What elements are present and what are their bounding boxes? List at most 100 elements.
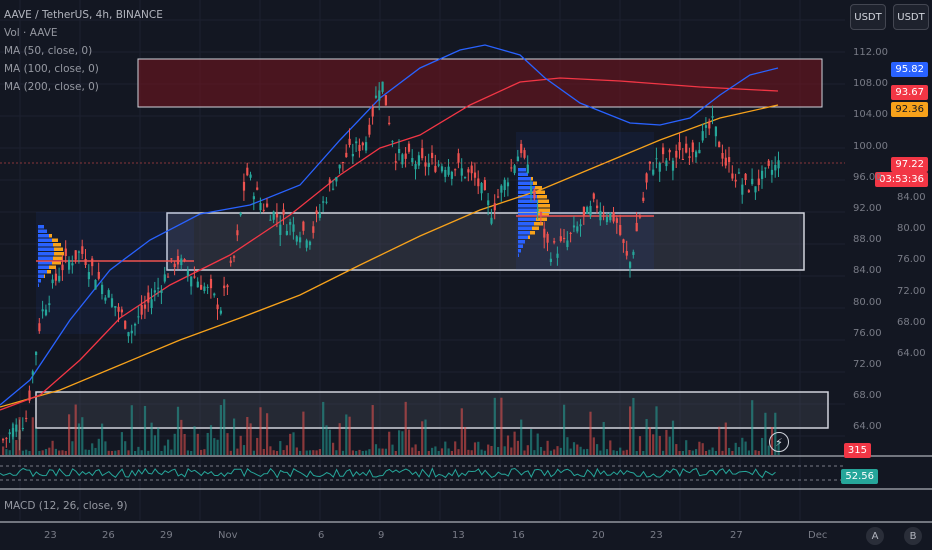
volume-bar	[698, 441, 701, 455]
candle-body	[163, 274, 166, 282]
volume-profile-bar	[528, 235, 530, 239]
volume-bar	[632, 397, 635, 455]
candle-body	[8, 432, 11, 435]
candle-body	[51, 279, 54, 284]
alert-flash-icon[interactable]: ⚡	[769, 432, 789, 452]
volume-bar	[563, 404, 566, 455]
legend-volume[interactable]: Vol · AAVE	[4, 27, 58, 39]
candle-body	[711, 116, 714, 118]
candle-body	[394, 161, 397, 163]
candle-body	[275, 213, 279, 218]
candle-body	[101, 284, 104, 295]
volume-profile-bar	[49, 265, 56, 269]
candle-body	[754, 186, 757, 193]
candle-body	[153, 290, 156, 293]
volume-bar	[523, 450, 526, 455]
candle-body	[553, 241, 556, 243]
volume-bar	[348, 416, 351, 455]
volume-profile-bar	[518, 208, 538, 212]
bar-countdown-tag: 03:53:36	[875, 172, 928, 187]
auto-scale-button[interactable]: A	[866, 527, 884, 545]
volume-profile-bar	[53, 256, 63, 260]
volume-bar	[71, 441, 74, 455]
legend-ma100[interactable]: MA (100, close, 0)	[4, 63, 99, 75]
volume-bar	[147, 450, 150, 455]
volume-bar	[124, 441, 127, 455]
candle-body	[424, 162, 427, 167]
volume-bar	[602, 421, 605, 455]
currency-button-left[interactable]: USDT	[850, 4, 886, 30]
volume-bar	[427, 450, 430, 455]
volume-bar	[599, 450, 602, 455]
volume-bar	[213, 438, 216, 455]
candle-body	[239, 212, 242, 216]
candle-body	[371, 107, 374, 117]
volume-bar	[622, 450, 625, 455]
time-tick-label: Nov	[218, 530, 238, 541]
legend-ma200[interactable]: MA (200, close, 0)	[4, 81, 99, 93]
volume-profile-bar	[54, 252, 64, 256]
candle-body	[464, 177, 467, 179]
candle-body	[510, 167, 513, 169]
macd-legend[interactable]: MACD (12, 26, close, 9)	[4, 500, 128, 512]
candle-body	[625, 251, 628, 256]
volume-bar	[444, 441, 447, 455]
time-tick-label: 9	[378, 530, 385, 541]
volume-bar	[239, 435, 242, 455]
candle-body	[77, 251, 81, 253]
volume-tag: 315	[843, 443, 871, 458]
volume-bar	[282, 450, 285, 455]
volume-bar	[582, 449, 585, 455]
volume-bar	[206, 432, 209, 455]
volume-bar	[457, 449, 460, 455]
ma50-price-tag: 93.67	[891, 85, 928, 100]
candle-body	[124, 320, 127, 329]
price-tick-label: 72.00	[853, 359, 882, 370]
candle-body	[744, 173, 747, 180]
candle-body	[183, 259, 186, 261]
candle-body	[675, 150, 678, 158]
ma200-price-tag: 92.36	[891, 102, 928, 117]
volume-profile-bar	[38, 256, 53, 260]
volume-profile-bar	[518, 168, 526, 172]
candle-body	[262, 209, 265, 211]
candle-body	[487, 200, 490, 205]
candle-body	[572, 225, 576, 228]
volume-bar	[269, 446, 272, 455]
volume-bar	[338, 423, 341, 455]
volume-profile-bar	[54, 247, 63, 251]
volume-bar	[625, 449, 628, 455]
candle-body	[747, 190, 750, 193]
legend-ma50[interactable]: MA (50, close, 0)	[4, 45, 93, 57]
candle-body	[477, 178, 480, 187]
candle-body	[351, 153, 354, 157]
candle-body	[483, 180, 486, 191]
candle-body	[213, 293, 216, 296]
candle-body	[160, 290, 163, 294]
legend-symbol[interactable]: AAVE / TetherUS, 4h, BINANCE	[4, 9, 163, 21]
candle-body	[269, 219, 272, 221]
volume-bar	[404, 401, 407, 455]
candle-body	[500, 185, 503, 193]
volume-bar	[576, 444, 579, 455]
ma100-line	[0, 44, 779, 406]
volume-profile-bar	[38, 243, 53, 247]
volume-profile-bar	[518, 204, 538, 208]
candle-body	[662, 147, 665, 155]
candle-body	[143, 304, 147, 309]
candle-body	[97, 271, 100, 279]
volume-bar	[464, 426, 467, 455]
volume-profile-bar	[530, 231, 535, 235]
candle-body	[543, 228, 546, 238]
log-scale-button[interactable]: B	[904, 527, 922, 545]
volume-bar	[117, 450, 120, 455]
candle-body	[685, 143, 688, 153]
candle-body	[629, 262, 632, 268]
volume-bar	[101, 423, 104, 455]
price-tick-label: 72.00	[897, 285, 926, 297]
currency-button-right[interactable]: USDT	[893, 4, 929, 30]
volume-bar	[678, 450, 681, 455]
candle-body	[200, 284, 203, 290]
candle-body	[368, 124, 371, 135]
